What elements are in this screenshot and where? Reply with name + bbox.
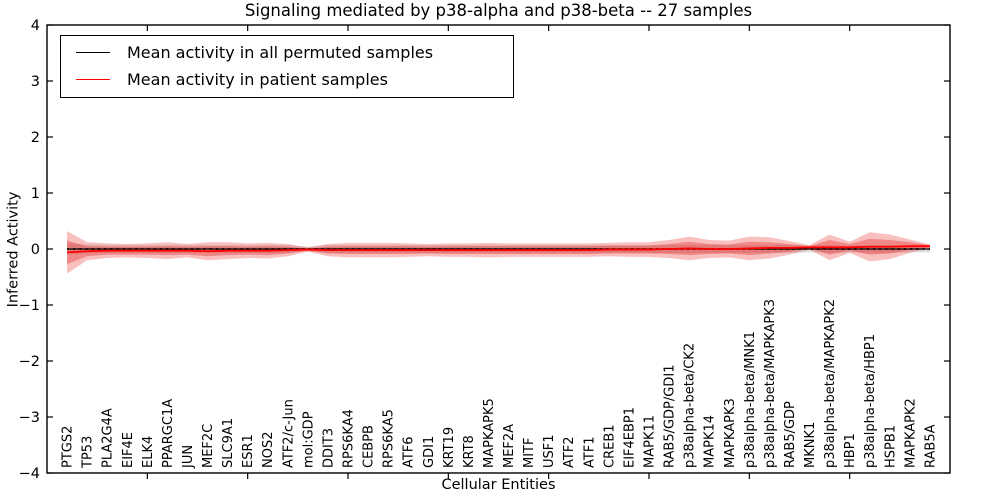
category-label: RPS6KA5 [382, 409, 397, 468]
category-label: CEBPB [362, 425, 377, 468]
category-label: PLA2G4A [101, 408, 116, 468]
category-label: RAB5/GDP/GDI1 [663, 365, 678, 468]
category-label: MEF2A [502, 424, 517, 468]
category-label: MAPKAPK2 [903, 398, 918, 468]
category-label: p38alpha-beta/MAPKAPK2 [823, 299, 838, 468]
legend-label: Mean activity in patient samples [127, 70, 388, 89]
y-tick-label: 4 [31, 18, 40, 34]
category-label: RAB5A [923, 424, 938, 468]
category-label: JUN [181, 445, 196, 469]
category-label: EIF4E [121, 432, 136, 468]
legend-entry-permuted: Mean activity in all permuted samples [61, 39, 513, 66]
category-label: MKNK1 [803, 422, 818, 468]
category-label: SLC9A1 [221, 418, 236, 468]
category-label: p38alpha-beta/HBP1 [863, 334, 878, 468]
category-label: USF1 [542, 434, 557, 468]
y-tick-label: −3 [19, 410, 40, 426]
series-line-patient [67, 245, 930, 254]
y-axis-ticks: 4 3 2 1 0 −1 −2 −3 −4 [19, 18, 950, 482]
category-label: MAPKAPK5 [482, 398, 497, 468]
category-label: ESR1 [241, 434, 256, 468]
patient-samples-spread-inner [67, 238, 930, 265]
patient-samples-spread-outer [67, 231, 930, 274]
category-label: PPARGC1A [161, 399, 176, 468]
category-label: ATF2 [562, 436, 577, 468]
category-label: ATF1 [582, 436, 597, 468]
chart-title: Signaling mediated by p38-alpha and p38-… [244, 1, 753, 20]
category-label: EIF4EBP1 [622, 407, 637, 468]
category-label: KRT19 [442, 427, 457, 468]
x-axis-ticks [146, 25, 851, 479]
category-label: DDIT3 [321, 428, 336, 468]
category-label: MITF [522, 438, 537, 468]
legend-line-swatch-black [76, 52, 110, 53]
category-label: PTGS2 [61, 426, 76, 468]
y-tick-label: −1 [19, 298, 40, 314]
category-label: KRT8 [462, 435, 477, 468]
y-tick-label: 2 [31, 130, 40, 146]
x-axis-label: Cellular Entities [441, 477, 556, 493]
y-tick-label: −2 [19, 354, 40, 370]
category-label: MAPKAPK3 [723, 398, 738, 468]
category-label: MAPK14 [703, 415, 718, 468]
y-tick-label: 3 [31, 74, 40, 90]
category-label: HSPB1 [883, 425, 898, 468]
category-label: CREB1 [602, 424, 617, 468]
y-tick-label: −4 [19, 466, 40, 482]
category-label: MAPK11 [643, 415, 658, 468]
category-label: p38alpha-beta/CK2 [683, 343, 698, 468]
spread-bands [67, 231, 930, 274]
series-lines [67, 245, 930, 254]
legend-box: Mean activity in all permuted samples Me… [60, 35, 514, 98]
category-label: RPS6KA4 [342, 409, 357, 468]
category-label: ELK4 [141, 436, 156, 468]
legend-line-swatch-red [76, 79, 110, 80]
y-tick-label: 0 [31, 242, 40, 258]
category-label: ATF2/c-Jun [281, 399, 296, 468]
category-label: p38alpha-beta/MAPKAPK3 [763, 299, 778, 468]
category-label: mol:GDP [301, 411, 316, 468]
category-label: RAB5/GDP [783, 401, 798, 468]
category-label: HBP1 [843, 433, 858, 468]
category-label: GDI1 [422, 436, 437, 468]
y-axis-label: Inferred Activity [5, 191, 22, 308]
legend-entry-patient: Mean activity in patient samples [61, 66, 513, 93]
legend-label: Mean activity in all permuted samples [127, 43, 434, 62]
category-labels: PTGS2 TP53 PLA2G4A EIF4E ELK4 PPARGC1A JUN MEF2… [61, 299, 939, 469]
category-label: ATF6 [402, 436, 417, 468]
category-label: MEF2C [201, 424, 216, 468]
y-tick-label: 1 [31, 186, 40, 202]
category-label: TP53 [81, 436, 96, 469]
category-label: NOS2 [261, 432, 276, 468]
category-label: p38alpha-beta/MNK1 [743, 331, 758, 468]
